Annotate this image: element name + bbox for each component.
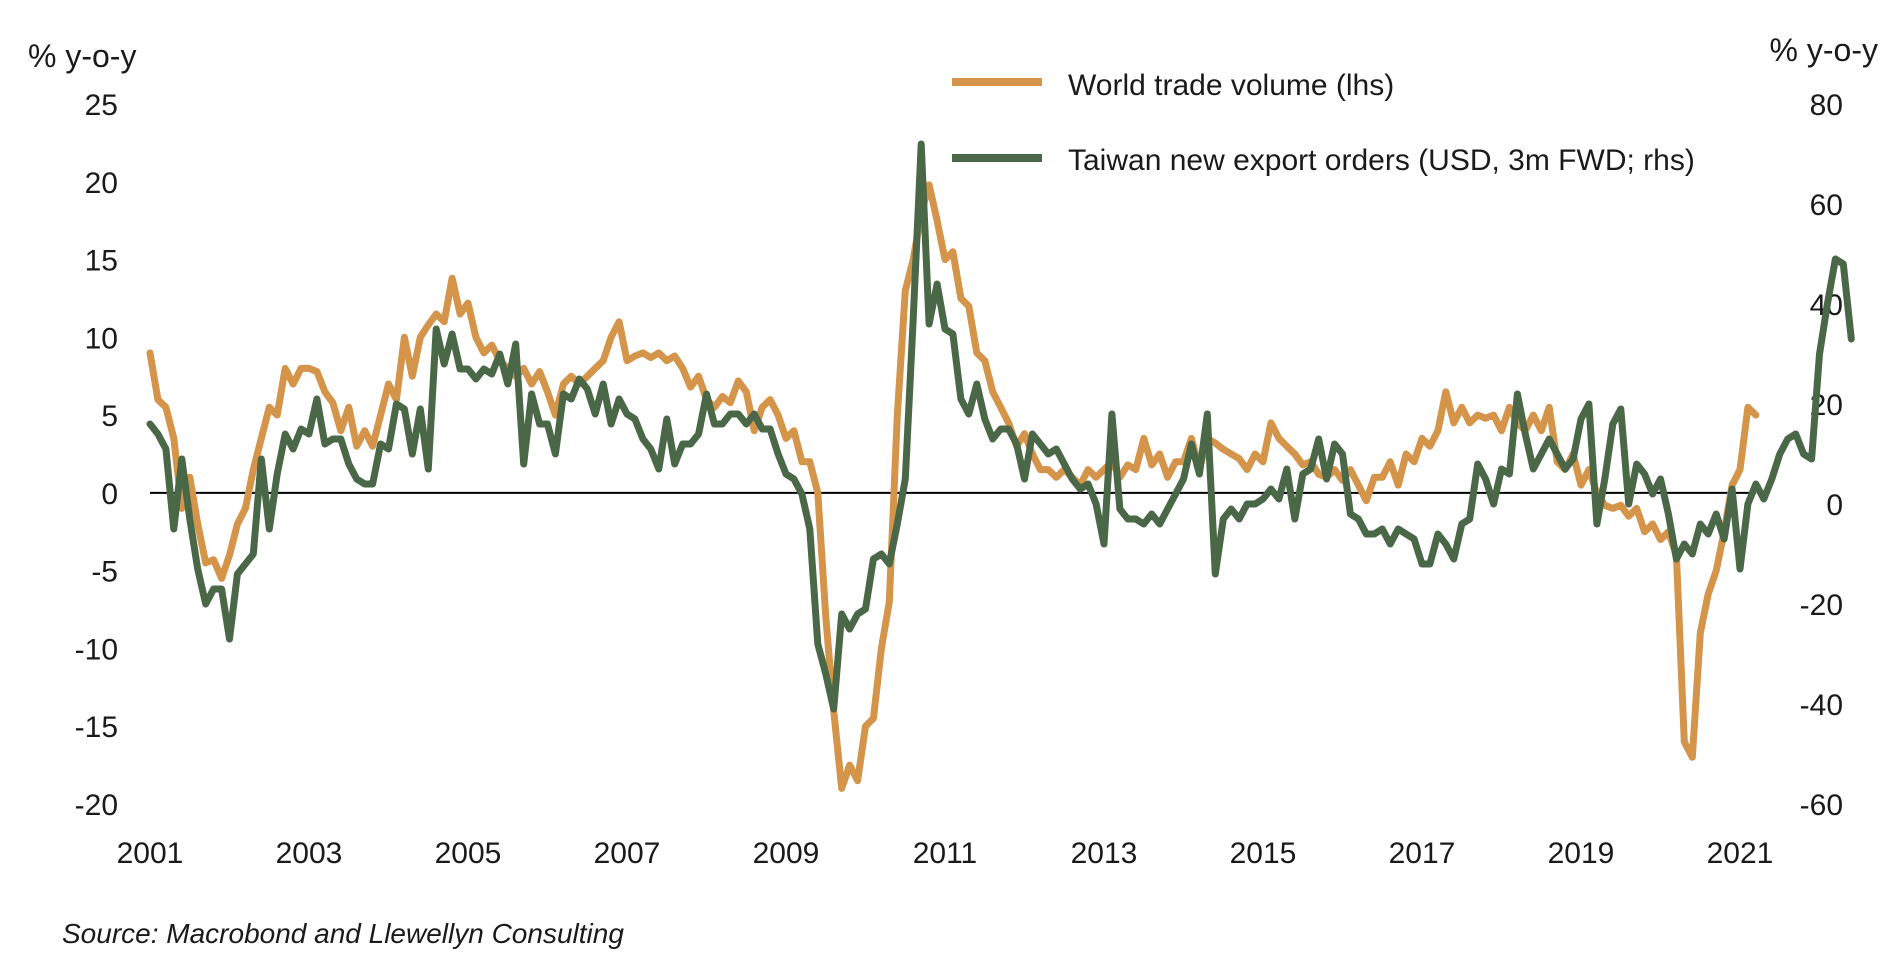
left-axis-unit-label: % y-o-y [28, 38, 136, 74]
right-tick-label: 0 [1826, 489, 1843, 522]
left-tick-label: 5 [101, 400, 118, 433]
left-axis-ticks: -20 -15 -10 -5 0 5 10 15 20 25 [75, 89, 118, 822]
legend-label-taiwan-orders: Taiwan new export orders (USD, 3m FWD; r… [1068, 144, 1695, 177]
x-tick-label: 2003 [276, 837, 343, 870]
legend: World trade volume (lhs) Taiwan new expo… [952, 69, 1695, 177]
right-tick-label: -60 [1800, 789, 1843, 822]
x-tick-label: 2007 [594, 837, 661, 870]
left-tick-label: 0 [101, 478, 118, 511]
x-tick-label: 2013 [1071, 837, 1138, 870]
x-axis-ticks: 2001 2003 2005 2007 2009 2011 2013 2015 2017 2019… [117, 837, 1774, 870]
x-tick-label: 2005 [435, 837, 502, 870]
left-tick-label: -15 [75, 711, 118, 744]
left-tick-label: 10 [85, 322, 118, 355]
source-note: Source: Macrobond and Llewellyn Consulti… [62, 918, 624, 949]
left-tick-label: -5 [91, 556, 118, 589]
taiwan-export-orders-line [146, 140, 1855, 713]
x-tick-label: 2021 [1707, 837, 1774, 870]
x-tick-label: 2017 [1389, 837, 1456, 870]
x-tick-label: 2011 [913, 837, 978, 870]
right-tick-label: -40 [1800, 689, 1843, 722]
x-tick-label: 2001 [117, 837, 184, 870]
left-tick-label: -10 [75, 633, 118, 666]
series-layer [146, 140, 1855, 792]
left-tick-label: 20 [85, 167, 118, 200]
right-tick-label: 60 [1810, 189, 1843, 222]
left-tick-label: 15 [85, 245, 118, 278]
world-trade-volume-line [146, 181, 1760, 792]
legend-label-world-trade: World trade volume (lhs) [1068, 69, 1394, 102]
x-tick-label: 2019 [1548, 837, 1615, 870]
right-tick-label: -20 [1800, 589, 1843, 622]
right-tick-label: 80 [1810, 89, 1843, 122]
left-tick-label: -20 [75, 789, 118, 822]
right-axis-unit-label: % y-o-y [1770, 32, 1878, 68]
x-tick-label: 2015 [1230, 837, 1297, 870]
x-tick-label: 2009 [753, 837, 820, 870]
left-tick-label: 25 [85, 89, 118, 122]
